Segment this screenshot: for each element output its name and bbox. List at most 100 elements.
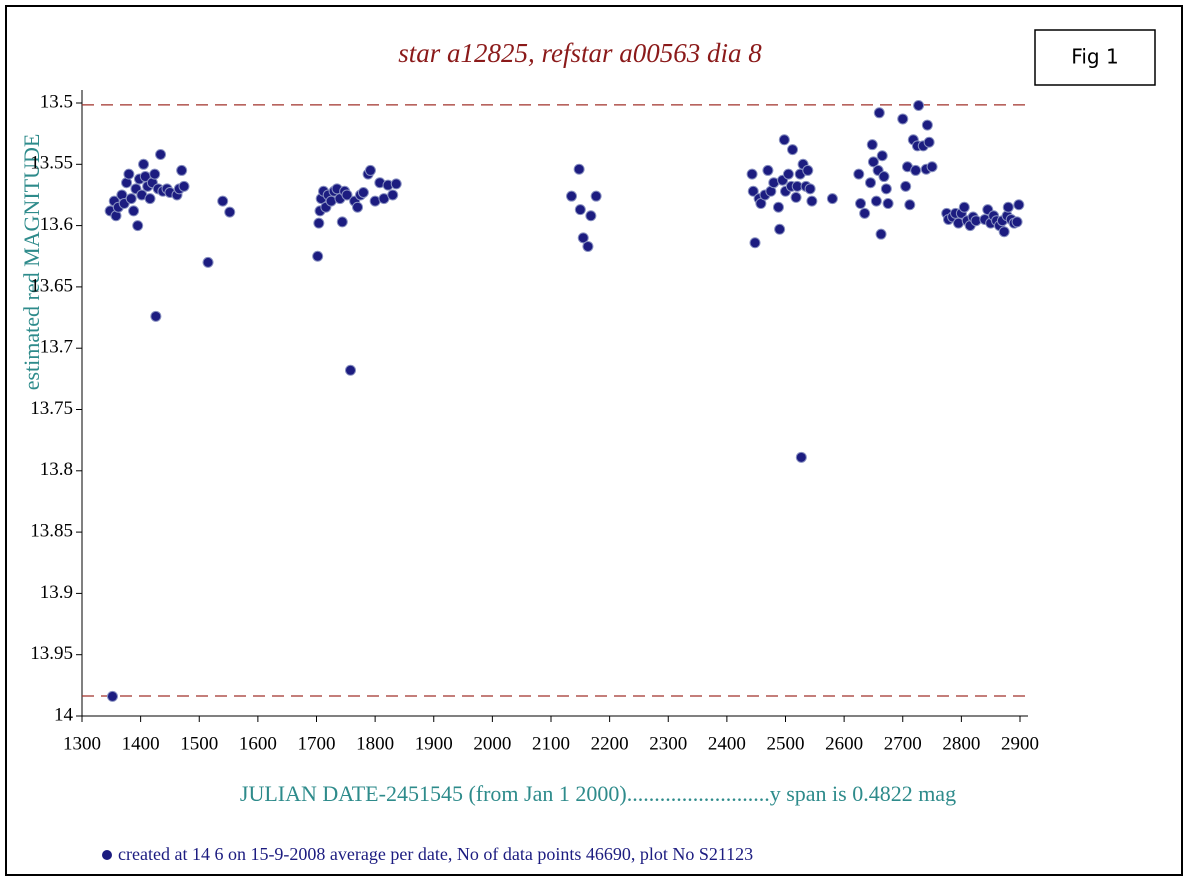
x-tick-label: 2400 [708, 733, 746, 754]
y-tick-label: 14 [54, 704, 74, 725]
data-point [352, 201, 364, 213]
data-point [128, 205, 140, 217]
data-point [178, 180, 190, 192]
x-tick-label: 1700 [298, 733, 336, 754]
frame [5, 5, 1183, 876]
data-point [336, 216, 348, 228]
data-point [149, 168, 161, 180]
data-point [795, 451, 807, 463]
data-point [904, 199, 916, 211]
x-tick-label: 2600 [825, 733, 863, 754]
data-point [910, 164, 922, 176]
data-point [312, 250, 324, 262]
data-point [123, 168, 135, 180]
footnote-marker [102, 850, 112, 860]
data-point [585, 210, 597, 222]
data-point [878, 171, 890, 183]
figure-label: Fig 1 [1071, 45, 1118, 69]
data-point [870, 195, 882, 207]
data-point [882, 198, 894, 210]
y-tick-label: 13.9 [40, 582, 73, 603]
data-point [855, 198, 867, 210]
x-tick-label: 2500 [767, 733, 805, 754]
data-point [778, 134, 790, 146]
data-point [806, 195, 818, 207]
data-point [998, 226, 1010, 238]
data-point [746, 168, 758, 180]
data-point [859, 207, 871, 219]
data-point [747, 185, 759, 197]
data-point [364, 164, 376, 176]
data-point [782, 168, 794, 180]
y-tick-label: 13.5 [40, 91, 73, 112]
data-point [826, 193, 838, 205]
data-point [176, 164, 188, 176]
data-point [802, 164, 814, 176]
data-point [224, 206, 236, 218]
data-point [790, 191, 802, 203]
x-tick-label: 1600 [239, 733, 277, 754]
data-point [787, 144, 799, 156]
data-point [913, 99, 925, 111]
data-point [875, 228, 887, 240]
data-point [155, 148, 167, 160]
data-point [926, 161, 938, 173]
x-tick-label: 1300 [63, 733, 101, 754]
x-tick-label: 2000 [473, 733, 511, 754]
data-point [873, 107, 885, 119]
footnote: created at 14 6 on 15-9-2008 average per… [118, 844, 753, 864]
data-point [582, 240, 594, 252]
data-point [217, 195, 229, 207]
x-tick-label: 1800 [356, 733, 394, 754]
data-point [853, 168, 865, 180]
data-point [867, 156, 879, 168]
data-point [577, 232, 589, 244]
data-point [138, 158, 150, 170]
x-tick-label: 2700 [884, 733, 922, 754]
data-point [897, 113, 909, 125]
data-point [774, 223, 786, 235]
data-point [566, 190, 578, 202]
data-point [125, 193, 137, 205]
y-tick-label: 13.65 [30, 275, 73, 296]
chart-title: star a12825, refstar a00563 dia 8 [398, 38, 762, 68]
data-point [772, 201, 784, 213]
x-tick-label: 1400 [122, 733, 160, 754]
data-point [866, 139, 878, 151]
data-point [804, 183, 816, 195]
y-tick-label: 13.55 [30, 153, 73, 174]
x-tick-label: 2300 [649, 733, 687, 754]
data-point [921, 119, 933, 131]
data-point [880, 183, 892, 195]
data-point [590, 190, 602, 202]
data-point [1002, 201, 1014, 213]
y-axis-label: estimated red MAGNITUDE [19, 134, 44, 391]
x-tick-label: 2200 [591, 733, 629, 754]
data-point [573, 163, 585, 175]
x-tick-label: 1900 [415, 733, 453, 754]
data-point [865, 177, 877, 189]
data-point [144, 193, 156, 205]
x-tick-label: 2900 [1001, 733, 1039, 754]
x-axis-label: JULIAN DATE-2451545 (from Jan 1 2000)...… [240, 781, 956, 806]
data-point [1013, 199, 1025, 211]
y-tick-label: 13.8 [40, 459, 73, 480]
y-tick-label: 13.7 [40, 337, 73, 358]
data-point [357, 186, 369, 198]
data-point [574, 204, 586, 216]
y-tick-label: 13.85 [30, 520, 73, 541]
data-point [150, 310, 162, 322]
data-point [876, 150, 888, 162]
y-tick-label: 13.95 [30, 643, 73, 664]
x-tick-label: 2800 [942, 733, 980, 754]
figure-label-box [1034, 29, 1156, 86]
data-point [132, 220, 144, 232]
data-point [1011, 216, 1023, 228]
x-tick-label: 1500 [180, 733, 218, 754]
data-point [749, 237, 761, 249]
data-point [762, 164, 774, 176]
data-point [202, 256, 214, 268]
data-point [313, 217, 325, 229]
x-tick-label: 2100 [532, 733, 570, 754]
